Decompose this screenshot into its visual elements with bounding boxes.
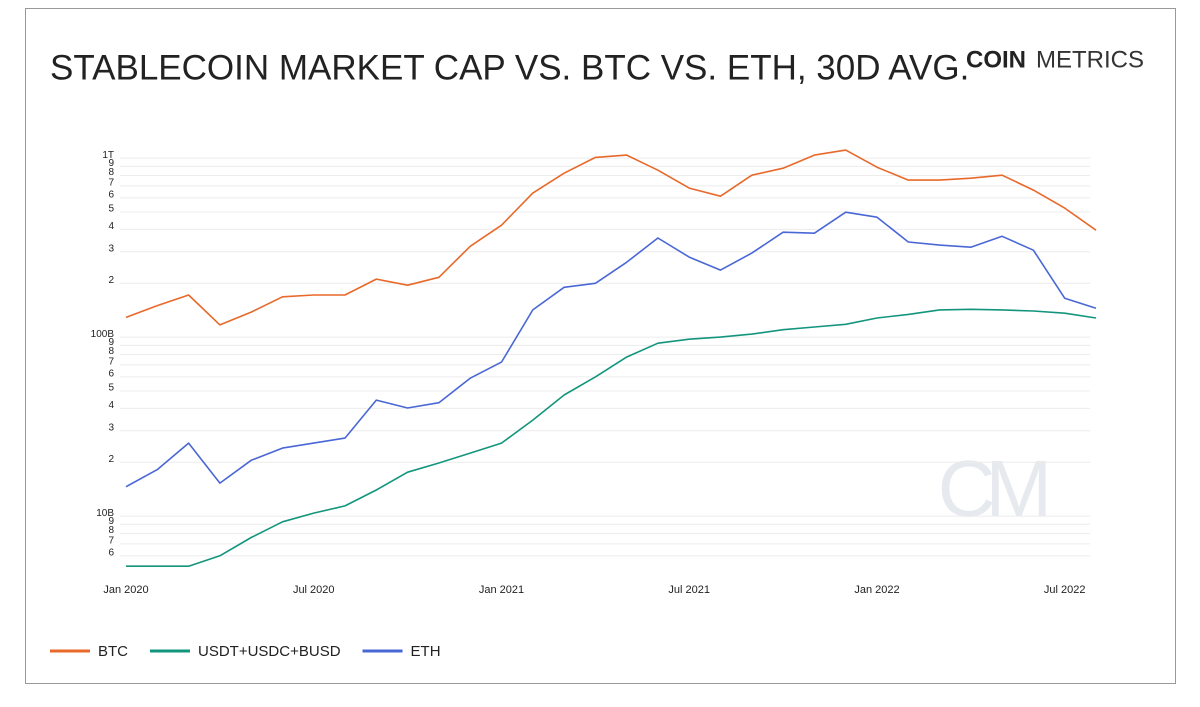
x-tick-label: Jul 2020 [293,584,335,596]
chart-title: STABLECOIN MARKET CAP VS. BTC VS. ETH, 3… [50,48,969,87]
frame [25,8,1176,684]
y-tick-label: 8 [108,167,114,178]
y-tick-label: 2 [108,454,114,465]
y-tick-label: 5 [108,204,114,215]
logo-light: METRICS [1036,46,1144,73]
y-tick-label: 7 [108,535,114,546]
y-tick-label: 9 [108,158,114,169]
legend-label: USDT+USDC+BUSD [198,643,341,660]
y-tick-label: 3 [108,422,114,433]
y-tick-label: 6 [108,368,114,379]
x-tick-label: Jul 2021 [668,584,710,596]
y-tick-label: 9 [108,516,114,527]
y-tick-label: 3 [108,243,114,254]
y-tick-label: 8 [108,346,114,357]
legend-label: BTC [98,643,128,660]
y-tick-label: 1T [102,150,114,161]
y-tick-label: 6 [108,547,114,558]
y-tick-label: 8 [108,525,114,536]
y-tick-label: 4 [108,221,114,232]
x-tick-label: Jan 2022 [854,584,899,596]
x-tick-label: Jul 2022 [1044,584,1086,596]
y-tick-label: 7 [108,357,114,368]
y-tick-label: 4 [108,400,114,411]
legend-label: ETH [411,643,441,660]
y-tick-label: 6 [108,190,114,201]
y-tick-label: 7 [108,178,114,189]
y-tick-label: 100B [91,329,115,340]
watermark: CM [938,444,1047,533]
series-line [125,149,1097,326]
y-tick-label: 10B [96,508,114,519]
series-line [125,211,1097,488]
y-tick-label: 9 [108,337,114,348]
x-tick-label: Jan 2020 [103,584,148,596]
x-tick-label: Jan 2021 [479,584,524,596]
y-tick-label: 5 [108,383,114,394]
logo-bold: COIN [966,46,1026,73]
series-line [126,308,1097,567]
y-tick-label: 2 [108,275,114,286]
